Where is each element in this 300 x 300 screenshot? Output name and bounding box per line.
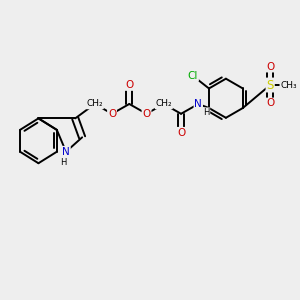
Text: O: O <box>142 109 151 119</box>
Text: N: N <box>194 99 202 109</box>
Text: O: O <box>108 109 116 119</box>
Text: CH₂: CH₂ <box>86 100 103 109</box>
Text: CH₂: CH₂ <box>155 100 172 109</box>
Text: H: H <box>60 158 66 166</box>
Text: O: O <box>177 128 185 138</box>
Text: H: H <box>203 108 209 117</box>
Text: Cl: Cl <box>188 71 198 81</box>
Text: S: S <box>266 79 274 92</box>
Text: O: O <box>266 61 274 72</box>
Text: O: O <box>266 98 274 108</box>
Text: N: N <box>62 147 70 157</box>
Text: CH₃: CH₃ <box>280 80 297 89</box>
Text: O: O <box>125 80 134 90</box>
